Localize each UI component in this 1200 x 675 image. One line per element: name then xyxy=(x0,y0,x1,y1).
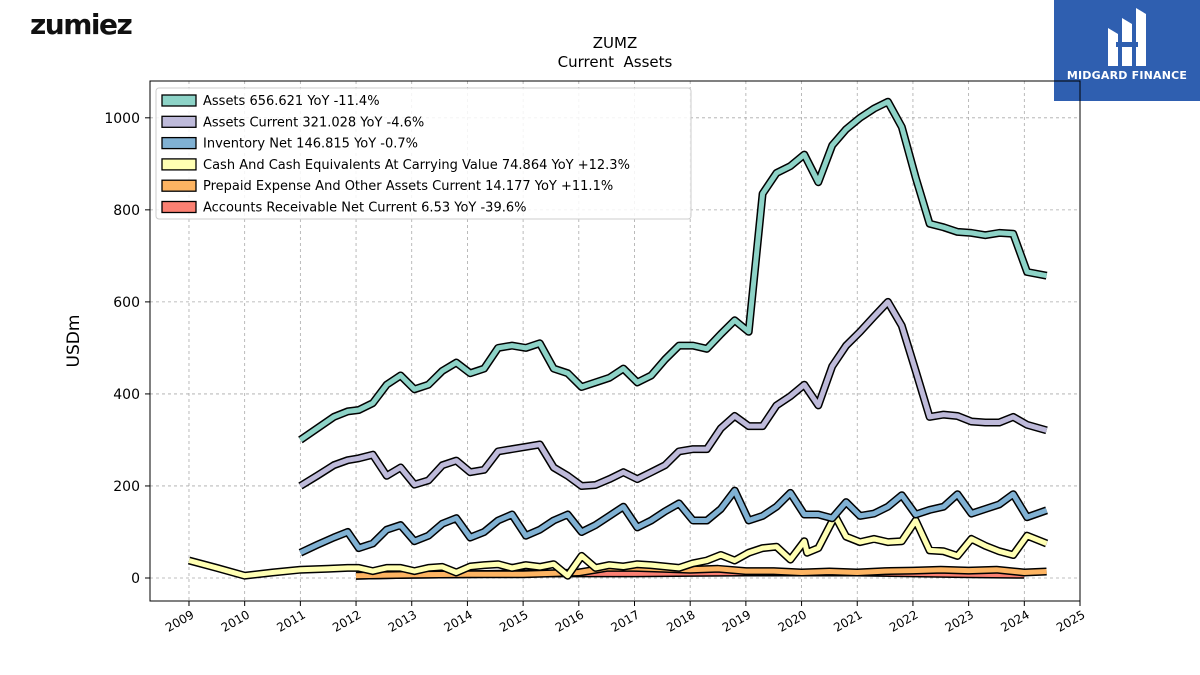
x-tick-label: 2021 xyxy=(831,607,864,634)
y-tick-label: 600 xyxy=(113,295,140,311)
series-line-prepaid-expense-and-other-assets-current xyxy=(355,565,1047,579)
midgard-finance-badge: MIDGARD FINANCE xyxy=(1054,0,1200,101)
legend-swatch xyxy=(161,94,197,107)
legend-box xyxy=(155,87,692,220)
legend-swatch xyxy=(161,179,197,192)
x-tick-label: 2016 xyxy=(553,607,586,634)
y-tick-label: 800 xyxy=(113,203,140,219)
plot-frame xyxy=(149,80,1081,602)
x-tick-label: 2011 xyxy=(274,607,307,634)
legend-swatch xyxy=(161,115,197,128)
x-tick-label: 2010 xyxy=(219,607,252,634)
chart-subtitle: Current Assets xyxy=(558,53,673,71)
series-line-cash-and-cash-equivalents-at-carrying-value xyxy=(188,513,1048,579)
y-tick-label: 0 xyxy=(131,571,140,587)
midgard-logo-icon xyxy=(1108,8,1146,66)
series-outline-inventory-net xyxy=(298,486,1048,557)
y-axis-label: USDm xyxy=(64,315,84,368)
legend-label: Inventory Net 146.815 YoY -0.7% xyxy=(203,137,418,152)
badge-text: MIDGARD FINANCE xyxy=(1066,69,1188,82)
legend-label: Assets Current 321.028 YoY -4.6% xyxy=(203,115,424,130)
x-tick-label: 2017 xyxy=(609,607,642,634)
x-tick-label: 2024 xyxy=(998,607,1031,634)
x-tick-label: 2018 xyxy=(664,607,697,634)
series-line-assets xyxy=(298,99,1048,442)
y-tick-label: 1000 xyxy=(104,111,140,127)
x-tick-label: 2022 xyxy=(887,607,920,634)
legend-swatch xyxy=(161,136,197,150)
x-tick-label: 2013 xyxy=(386,607,419,634)
series-line-inventory-net xyxy=(299,488,1048,555)
series-line-assets-current xyxy=(299,299,1048,489)
x-tick-label: 2025 xyxy=(1054,607,1087,634)
legend-label: Assets 656.621 YoY -11.4% xyxy=(203,94,380,109)
series-layer xyxy=(187,97,1049,580)
x-tick-label: 2015 xyxy=(497,607,530,634)
x-tick-label: 2014 xyxy=(441,607,474,634)
legend-label: Accounts Receivable Net Current 6.53 YoY… xyxy=(203,201,526,216)
legend: Assets 656.621 YoY -11.4% Assets Current … xyxy=(155,87,692,220)
legend-label: Prepaid Expense And Other Assets Current… xyxy=(203,179,613,194)
chart-title: ZUMZ xyxy=(593,34,637,52)
y-tick-label: 400 xyxy=(113,387,140,403)
x-tick-label: 2020 xyxy=(776,607,809,634)
x-tick-label: 2012 xyxy=(330,607,363,634)
x-tick-label: 2009 xyxy=(163,607,196,634)
zumiez-logo: zumiez xyxy=(30,8,133,41)
x-tick-label: 2023 xyxy=(943,607,976,634)
y-tick-label: 200 xyxy=(113,479,140,495)
x-tick-label: 2019 xyxy=(720,607,753,634)
legend-swatch xyxy=(161,200,197,214)
legend-swatch xyxy=(161,158,197,171)
legend-label: Cash And Cash Equivalents At Carrying Va… xyxy=(203,158,630,173)
